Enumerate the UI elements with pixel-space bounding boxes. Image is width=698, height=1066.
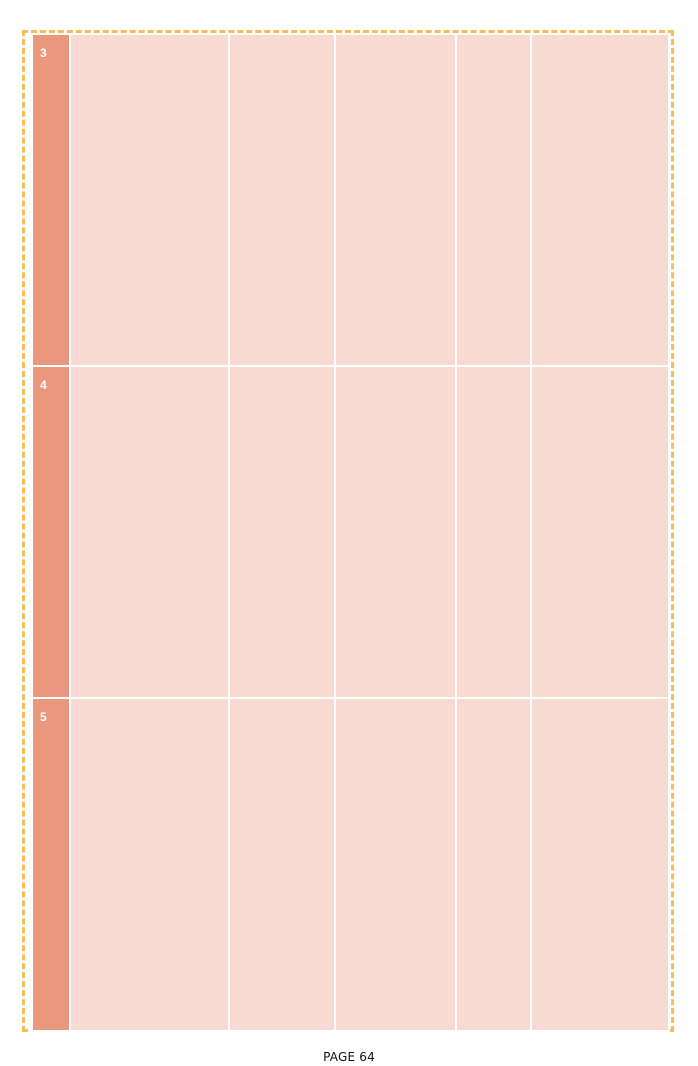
grid-cell[interactable]	[530, 33, 670, 367]
row-number: 3	[40, 46, 47, 60]
grid-row: 3	[31, 33, 670, 367]
row-number-cell: 3	[31, 33, 71, 367]
grid-cell[interactable]	[455, 365, 532, 699]
grid-cell[interactable]	[530, 365, 670, 699]
grid-cell[interactable]	[530, 697, 670, 1032]
grid-cell[interactable]	[334, 365, 457, 699]
row-number: 4	[40, 378, 47, 392]
grid-cell[interactable]	[334, 33, 457, 367]
page-number: PAGE 64	[323, 1050, 375, 1064]
planner-grid: 3 4 5	[31, 33, 670, 1032]
row-number-cell: 4	[31, 365, 71, 699]
grid-cell[interactable]	[69, 365, 230, 699]
grid-cell[interactable]	[334, 697, 457, 1032]
grid-cell[interactable]	[228, 33, 336, 367]
row-number-cell: 5	[31, 697, 71, 1032]
grid-cell[interactable]	[69, 697, 230, 1032]
grid-cell[interactable]	[455, 697, 532, 1032]
grid-cell[interactable]	[455, 33, 532, 367]
grid-cell[interactable]	[69, 33, 230, 367]
grid-row: 4	[31, 365, 670, 699]
grid-row: 5	[31, 697, 670, 1032]
grid-cell[interactable]	[228, 365, 336, 699]
grid-cell[interactable]	[228, 697, 336, 1032]
row-number: 5	[40, 710, 47, 724]
